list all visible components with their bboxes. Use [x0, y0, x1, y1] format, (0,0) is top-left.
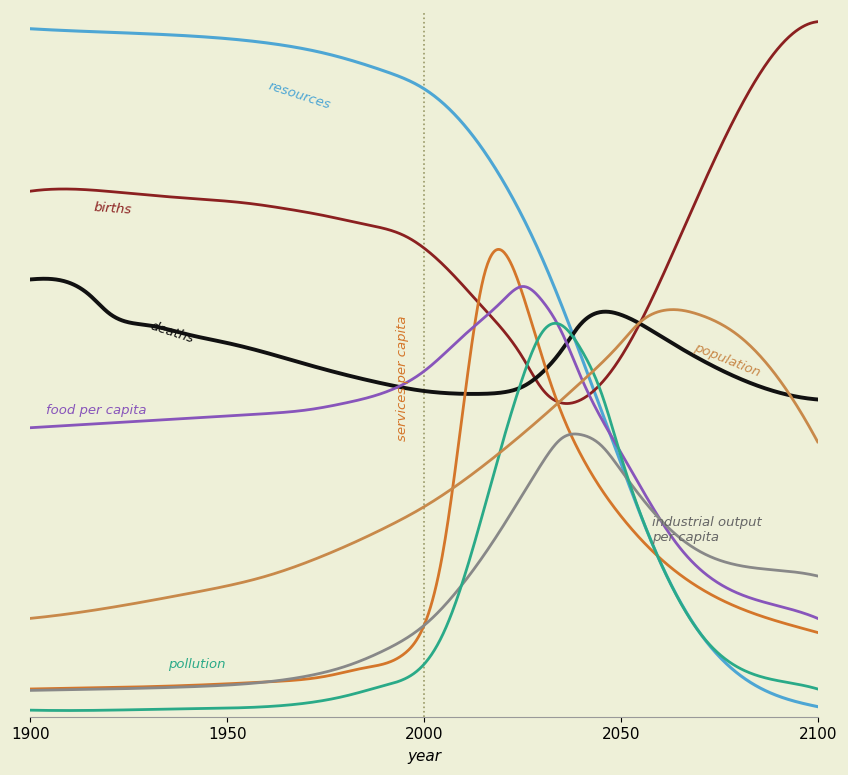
Text: services per capita: services per capita [397, 315, 410, 441]
Text: resources: resources [266, 80, 332, 112]
Text: industrial output
per capita: industrial output per capita [652, 516, 762, 544]
Text: pollution: pollution [168, 658, 226, 671]
Text: births: births [93, 201, 132, 217]
Text: food per capita: food per capita [46, 404, 147, 417]
X-axis label: year: year [407, 749, 441, 764]
Text: population: population [692, 342, 762, 380]
Text: deaths: deaths [148, 319, 195, 346]
